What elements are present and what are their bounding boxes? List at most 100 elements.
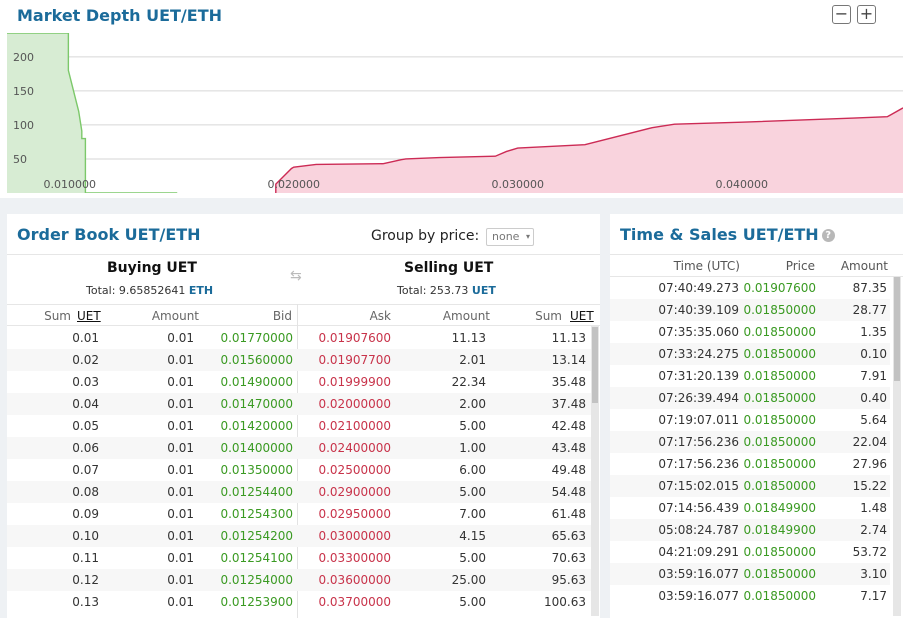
ask-price-cell: 0.01907700 [318, 353, 391, 367]
order-book-row[interactable]: 0.04 0.01 0.01470000 0.02000000 2.00 37.48 [7, 393, 591, 415]
trade-amount-cell: 87.35 [852, 281, 887, 295]
ask-price-cell: 0.02400000 [318, 441, 391, 455]
trade-price-cell: 0.01850000 [743, 325, 816, 339]
sell-sum-cell: 100.63 [544, 595, 586, 609]
buy-sum-cell: 0.13 [72, 595, 99, 609]
trade-row[interactable]: 07:15:02.015 0.01850000 15.22 [610, 475, 890, 497]
col-amount-sell: Amount [442, 309, 490, 323]
time-sales-title-wrap: Time & Sales UET/ETH? [620, 225, 835, 244]
buy-amount-cell: 0.01 [167, 375, 194, 389]
help-icon[interactable]: ? [821, 229, 835, 242]
zoom-in-button[interactable]: + [857, 5, 876, 24]
trade-amount-cell: 1.48 [860, 501, 887, 515]
sell-sum-cell: 11.13 [551, 331, 586, 345]
order-book-row[interactable]: 0.06 0.01 0.01400000 0.02400000 1.00 43.48 [7, 437, 591, 459]
sell-amount-cell: 25.00 [451, 573, 486, 587]
order-book-scrollbar[interactable] [591, 326, 599, 616]
sell-amount-cell: 5.00 [459, 551, 486, 565]
selling-total-unit: UET [471, 284, 496, 297]
sell-amount-cell: 5.00 [459, 595, 486, 609]
buy-amount-cell: 0.01 [167, 463, 194, 477]
buy-amount-cell: 0.01 [167, 441, 194, 455]
trade-row[interactable]: 07:35:35.060 0.01850000 1.35 [610, 321, 890, 343]
trade-row[interactable]: 07:17:56.236 0.01850000 22.04 [610, 431, 890, 453]
buy-amount-cell: 0.01 [167, 529, 194, 543]
column-divider [297, 304, 298, 618]
trade-amount-cell: 7.17 [860, 589, 887, 603]
trade-price-cell: 0.01849900 [743, 501, 816, 515]
buy-sum-cell: 0.09 [72, 507, 99, 521]
y-tick-label: 150 [13, 85, 34, 98]
trade-row[interactable]: 07:17:56.236 0.01850000 27.96 [610, 453, 890, 475]
bid-price-cell: 0.01254200 [220, 529, 293, 543]
trade-row[interactable]: 04:21:09.291 0.01850000 53.72 [610, 541, 890, 563]
trade-amount-cell: 28.77 [852, 303, 887, 317]
market-depth-chart[interactable]: 50 100 150 200 0.010000 0.020000 0.030000 0.040… [7, 33, 903, 193]
order-book-row[interactable]: 0.08 0.01 0.01254400 0.02900000 5.00 54.48 [7, 481, 591, 503]
order-book-row[interactable]: 0.12 0.01 0.01254000 0.03600000 25.00 95.63 [7, 569, 591, 591]
trade-time-cell: 07:40:49.273 [658, 281, 739, 295]
buy-amount-cell: 0.01 [167, 397, 194, 411]
sell-amount-cell: 1.00 [459, 441, 486, 455]
x-tick-label: 0.020000 [267, 178, 320, 191]
buy-amount-cell: 0.01 [167, 331, 194, 345]
col-unit-buy[interactable]: UET [77, 309, 101, 323]
swap-icon[interactable]: ⇆ [290, 268, 302, 284]
trade-row[interactable]: 07:40:49.273 0.01907600 87.35 [610, 277, 890, 299]
bid-price-cell: 0.01490000 [220, 375, 293, 389]
trade-row[interactable]: 07:40:39.109 0.01850000 28.77 [610, 299, 890, 321]
order-book-row[interactable]: 0.10 0.01 0.01254200 0.03000000 4.15 65.63 [7, 525, 591, 547]
trade-time-cell: 07:33:24.275 [658, 347, 739, 361]
market-depth-title: Market Depth UET/ETH [17, 6, 222, 25]
trade-time-cell: 07:31:20.139 [658, 369, 739, 383]
ask-price-cell: 0.03600000 [318, 573, 391, 587]
sell-amount-cell: 2.01 [459, 353, 486, 367]
order-book-row[interactable]: 0.11 0.01 0.01254100 0.03300000 5.00 70.63 [7, 547, 591, 569]
ask-price-cell: 0.02950000 [318, 507, 391, 521]
trade-row[interactable]: 03:59:16.077 0.01850000 3.10 [610, 563, 890, 585]
buying-title: Buying UET [107, 260, 197, 276]
order-book-row[interactable]: 0.02 0.01 0.01560000 0.01907700 2.01 13.14 [7, 349, 591, 371]
time-sales-scrollbar[interactable] [893, 276, 901, 616]
order-book-row[interactable]: 0.05 0.01 0.01420000 0.02100000 5.00 42.48 [7, 415, 591, 437]
time-sales-title: Time & Sales UET/ETH [620, 225, 819, 244]
trade-price-cell: 0.01850000 [743, 457, 816, 471]
order-book-row[interactable]: 0.07 0.01 0.01350000 0.02500000 6.00 49.48 [7, 459, 591, 481]
buy-amount-cell: 0.01 [167, 595, 194, 609]
order-book-row[interactable]: 0.13 0.01 0.01253900 0.03700000 5.00 100.63 [7, 591, 591, 613]
trade-row[interactable]: 07:14:56.439 0.01849900 1.48 [610, 497, 890, 519]
buy-sum-cell: 0.01 [72, 331, 99, 345]
trade-price-cell: 0.01850000 [743, 545, 816, 559]
sell-sum-cell: 61.48 [551, 507, 586, 521]
bid-price-cell: 0.01254000 [220, 573, 293, 587]
asks-line [275, 107, 903, 193]
trade-price-cell: 0.01850000 [743, 589, 816, 603]
trade-row[interactable]: 07:33:24.275 0.01850000 0.10 [610, 343, 890, 365]
order-book-row[interactable]: 0.03 0.01 0.01490000 0.01999900 22.34 35.48 [7, 371, 591, 393]
order-book-scrollbar-thumb[interactable] [592, 327, 598, 403]
trade-amount-cell: 53.72 [852, 545, 887, 559]
group-by-price-select[interactable]: none ▾ [486, 228, 534, 246]
trade-row[interactable]: 07:19:07.011 0.01850000 5.64 [610, 409, 890, 431]
market-depth-panel: Market Depth UET/ETH − + 50 100 150 200 0.01… [0, 0, 903, 198]
order-book-row[interactable]: 0.09 0.01 0.01254300 0.02950000 7.00 61.48 [7, 503, 591, 525]
trade-row[interactable]: 07:31:20.139 0.01850000 7.91 [610, 365, 890, 387]
trade-time-cell: 07:17:56.236 [658, 457, 739, 471]
buy-sum-cell: 0.12 [72, 573, 99, 587]
time-sales-scrollbar-thumb[interactable] [894, 277, 900, 381]
trade-row[interactable]: 07:26:39.494 0.01850000 0.40 [610, 387, 890, 409]
buy-sum-cell: 0.08 [72, 485, 99, 499]
chevron-down-icon: ▾ [525, 232, 530, 241]
buy-sum-cell: 0.03 [72, 375, 99, 389]
trade-row[interactable]: 03:59:16.077 0.01850000 7.17 [610, 585, 890, 607]
trade-amount-cell: 1.35 [860, 325, 887, 339]
trade-row[interactable]: 05:08:24.787 0.01849900 2.74 [610, 519, 890, 541]
trade-time-cell: 07:35:35.060 [658, 325, 739, 339]
trade-amount-cell: 0.10 [860, 347, 887, 361]
zoom-out-button[interactable]: − [832, 5, 851, 24]
sell-sum-cell: 35.48 [551, 375, 586, 389]
order-book-row[interactable]: 0.01 0.01 0.01770000 0.01907600 11.13 11.13 [7, 327, 591, 349]
sell-amount-cell: 2.00 [459, 397, 486, 411]
col-unit-sell[interactable]: UET [570, 309, 594, 323]
trade-amount-cell: 15.22 [852, 479, 887, 493]
